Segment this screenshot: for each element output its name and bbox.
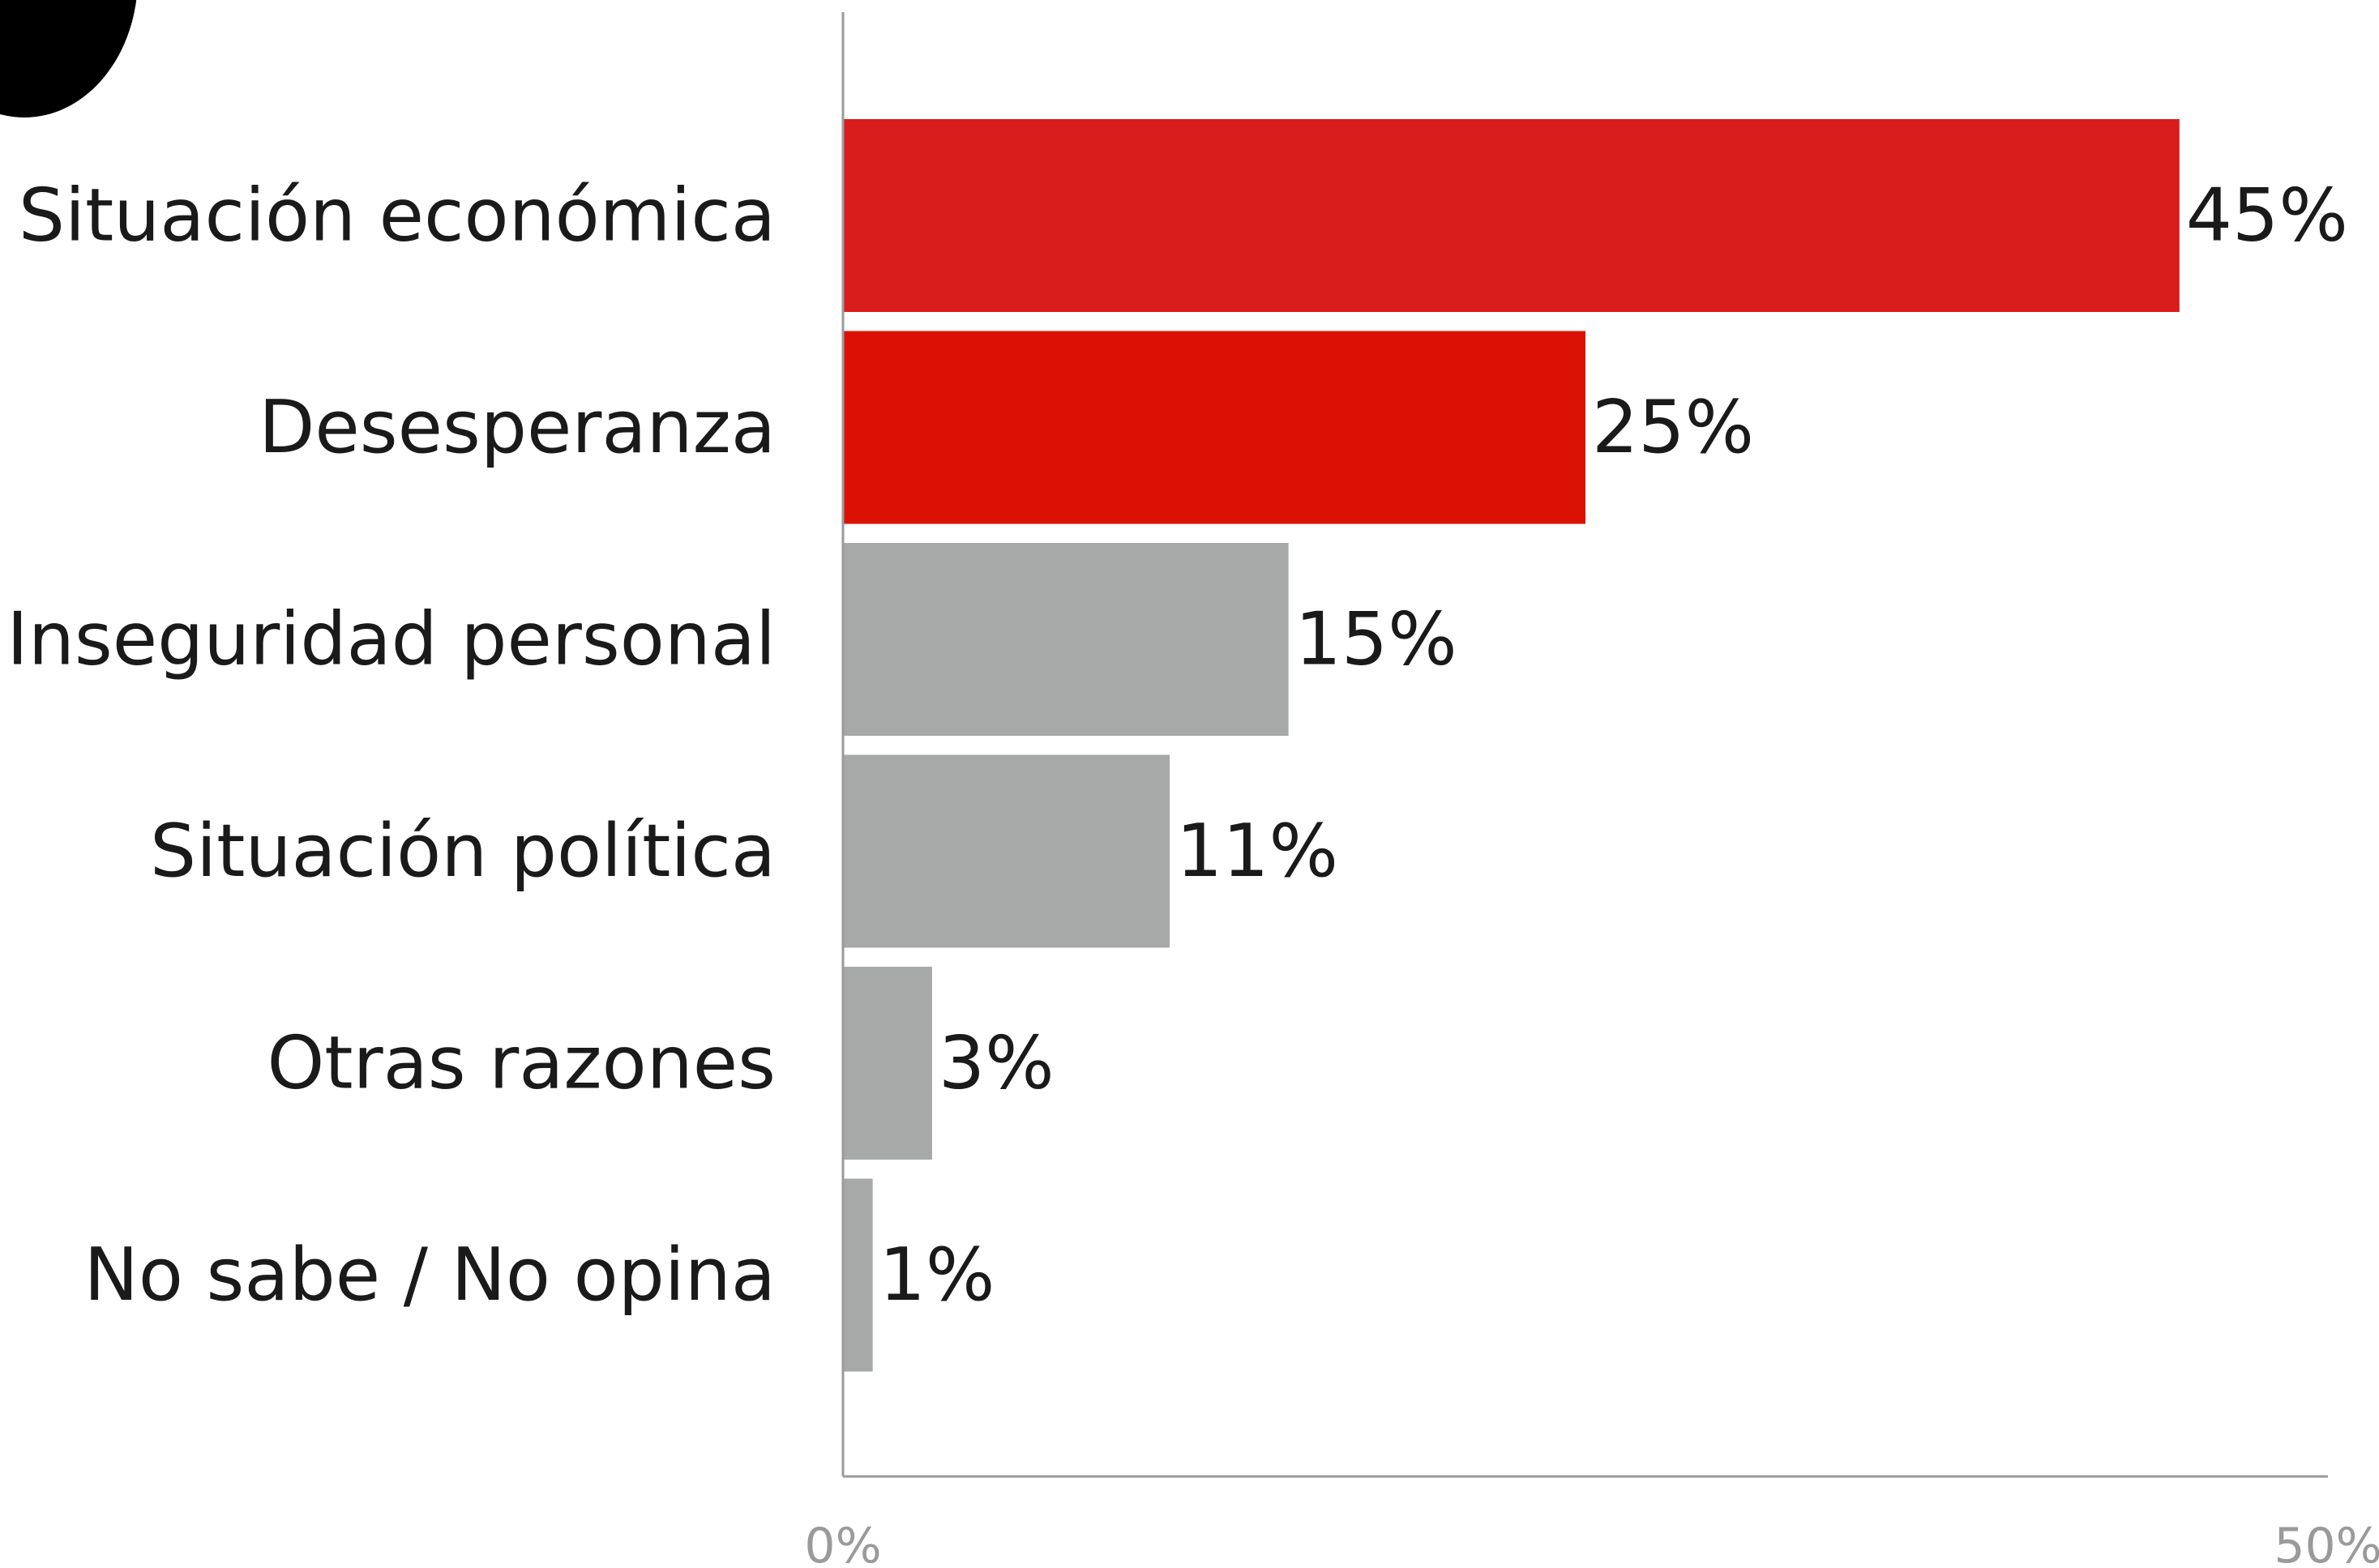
- bar-1: [843, 331, 1585, 524]
- category-label: Situación política: [150, 809, 776, 894]
- bar-0: [843, 119, 2180, 312]
- value-label: 25%: [1592, 385, 1754, 470]
- category-label: Inseguridad personal: [6, 597, 776, 682]
- bar-3: [843, 754, 1170, 948]
- labels-layer: Situación económica 45% Desesperanza 25% Ins…: [6, 173, 2348, 1318]
- bar-5: [843, 1178, 873, 1372]
- category-label: Situación económica: [19, 173, 776, 258]
- bars-layer: [843, 119, 2180, 1372]
- x-tick-label-max: 50%: [2274, 1518, 2379, 1568]
- bar-4: [843, 967, 932, 1160]
- value-label: 45%: [2186, 173, 2348, 258]
- category-label: Desesperanza: [259, 385, 776, 470]
- value-label: 1%: [879, 1233, 995, 1318]
- value-label: 3%: [939, 1021, 1055, 1106]
- category-label: Otras razones: [267, 1021, 776, 1106]
- value-label: 15%: [1295, 597, 1457, 682]
- x-tick-label-min: 0%: [804, 1518, 881, 1568]
- value-label: 11%: [1176, 809, 1338, 894]
- category-label: No sabe / No opina: [84, 1233, 776, 1318]
- bar-2: [843, 543, 1289, 736]
